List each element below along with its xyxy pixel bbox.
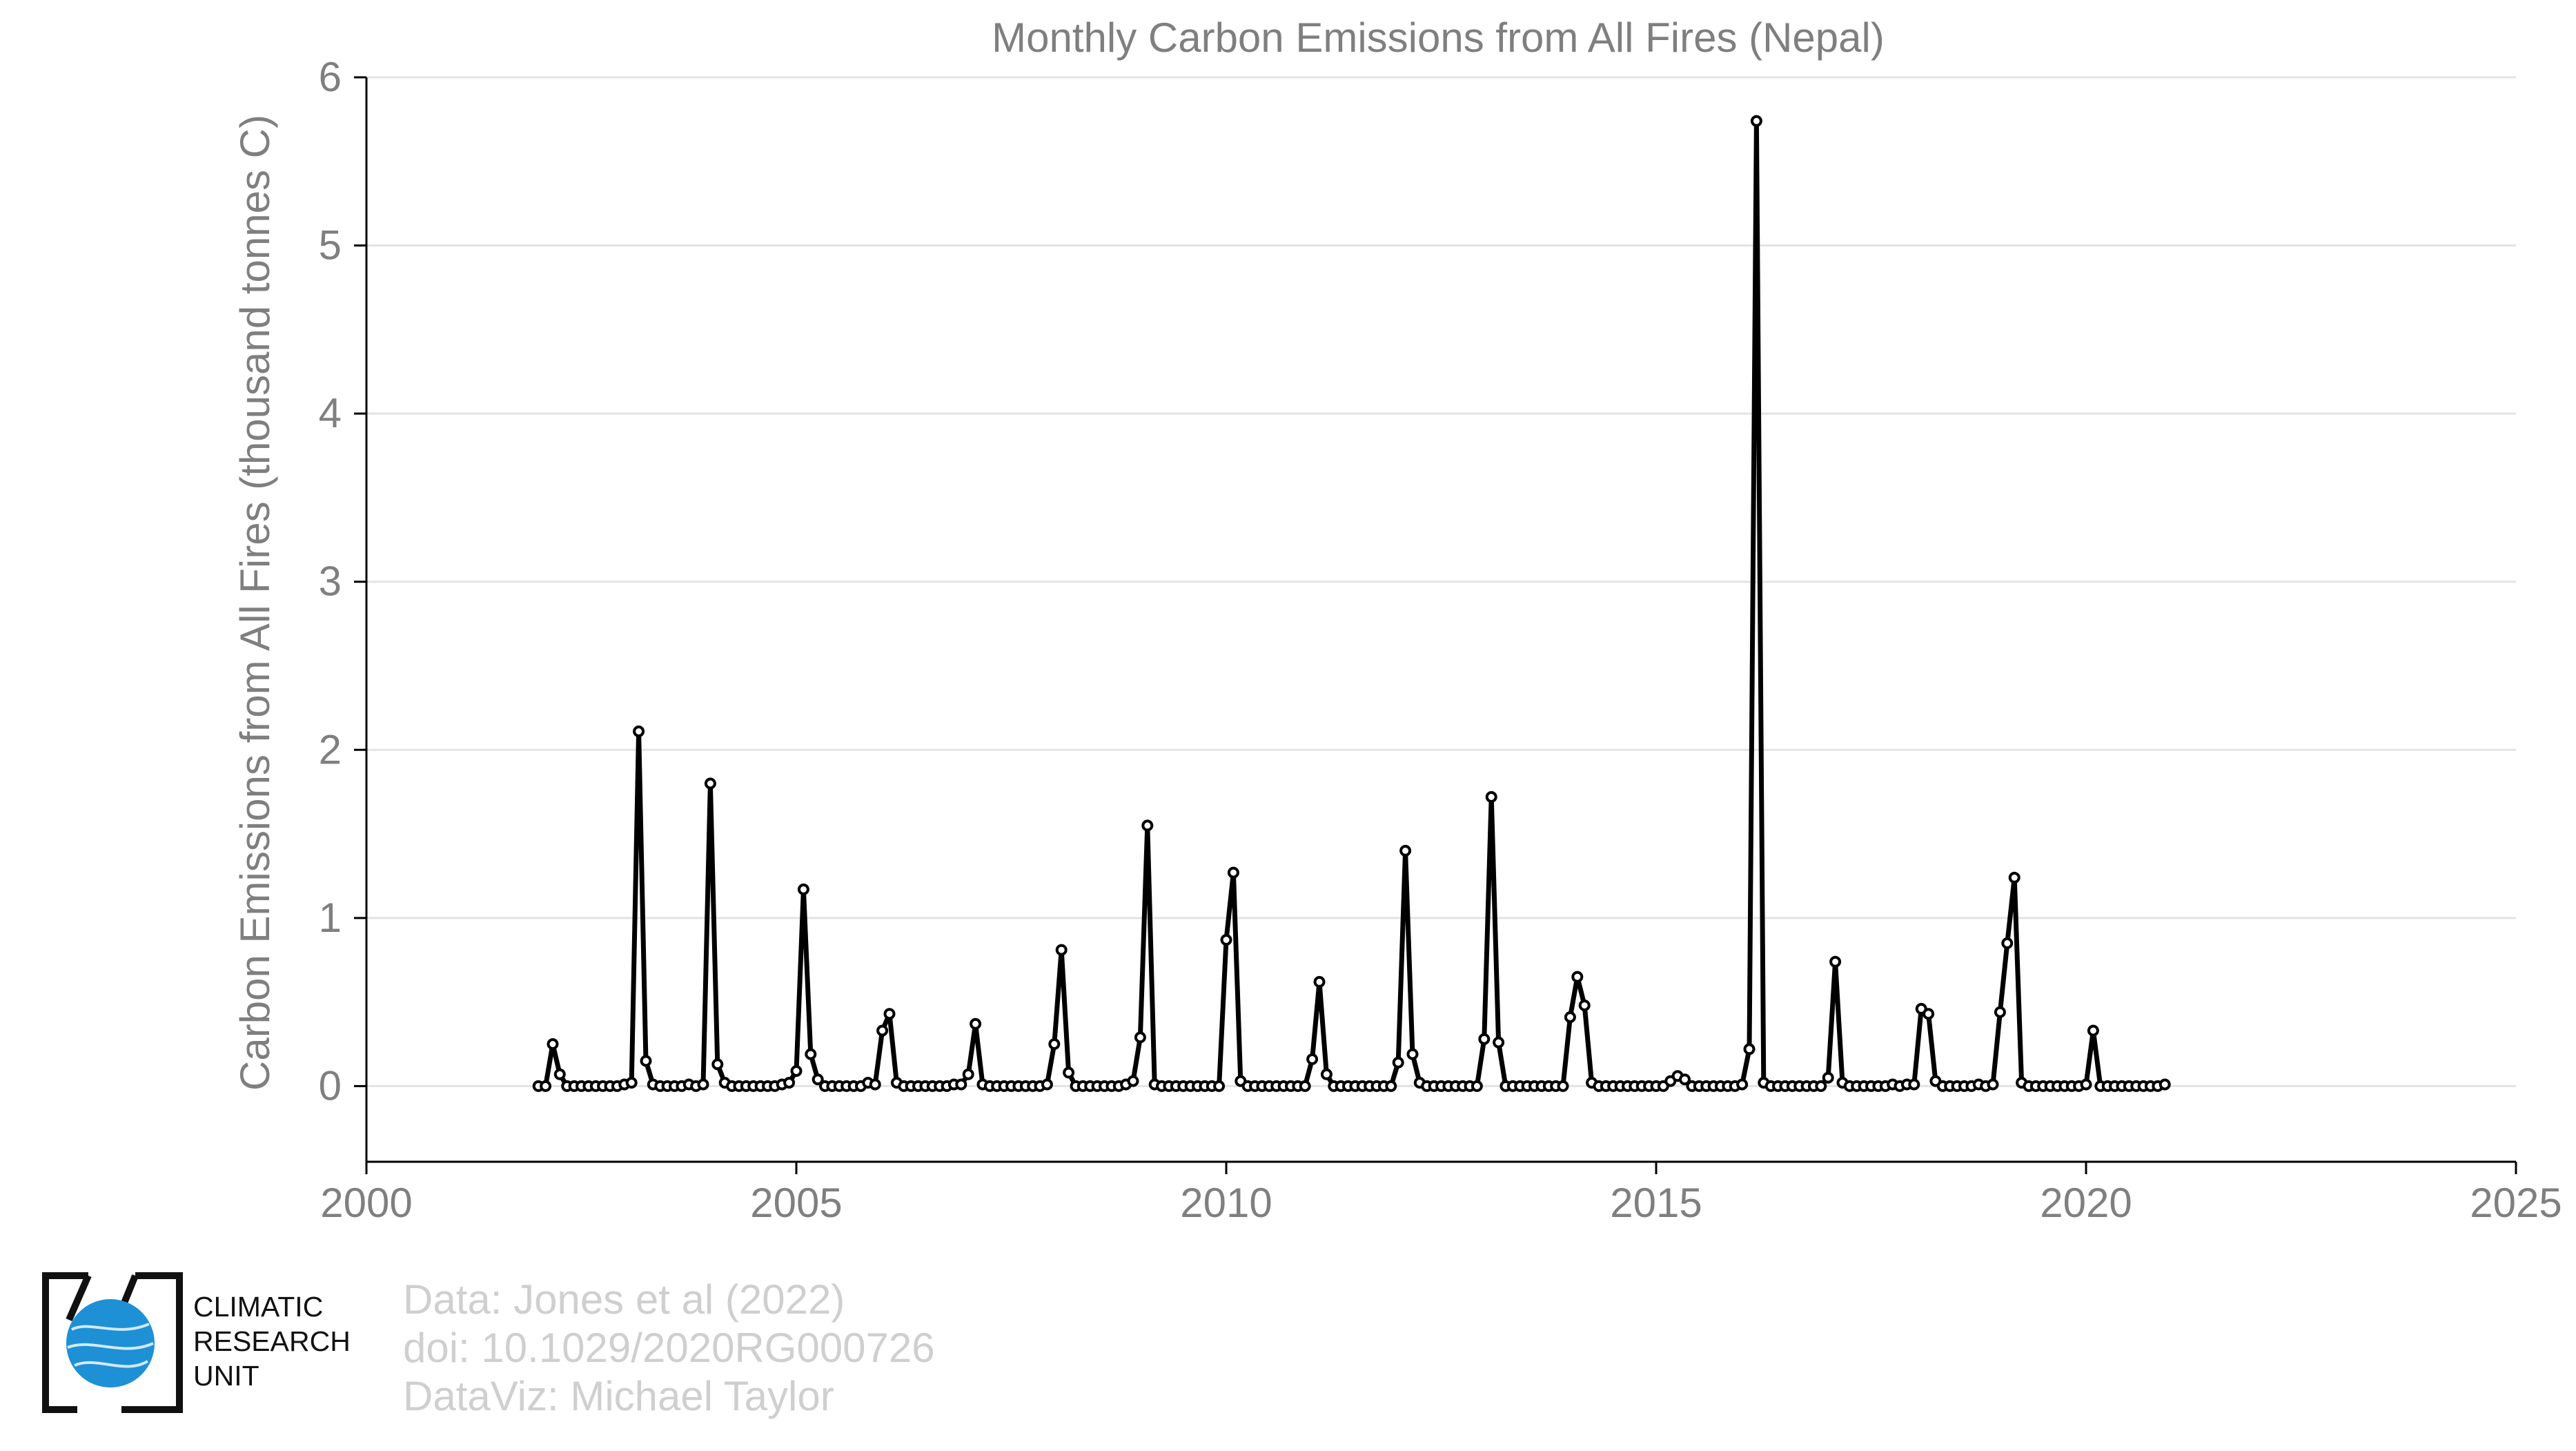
data-point [1306, 1053, 1319, 1065]
data-point [1994, 1006, 2006, 1018]
data-point [790, 1065, 803, 1077]
data-point [1829, 955, 1842, 968]
series-group [532, 115, 2171, 1092]
globe-swirl-1 [71, 1323, 150, 1331]
data-point [1557, 1080, 1569, 1092]
data-point [1313, 975, 1326, 988]
globe-swirl-2 [67, 1342, 154, 1350]
y-axis-title: Carbon Emissions from All Fires (thousan… [232, 115, 278, 1091]
logo-line-1: CLIMATIC [193, 1291, 324, 1323]
globe-icon [66, 1299, 155, 1387]
data-point [1822, 1071, 1834, 1084]
data-point [711, 1058, 724, 1071]
data-point [1213, 1080, 1226, 1092]
logo-slash-top [66, 1274, 92, 1322]
data-point [1471, 1080, 1483, 1092]
globe-swirl-3 [74, 1360, 149, 1368]
data-point [876, 1024, 889, 1037]
credit-doi: doi: 10.1029/2020RG000726 [403, 1325, 935, 1371]
data-point [2008, 871, 2021, 884]
chart: Monthly Carbon Emissions from All Fires … [232, 14, 2562, 1226]
data-point [1750, 115, 1762, 127]
data-point [547, 1038, 559, 1050]
gridlines [366, 76, 2516, 1087]
data-point [1743, 1043, 1756, 1055]
data-point [955, 1078, 967, 1091]
data-point [1564, 1011, 1576, 1023]
data-point [1134, 1031, 1146, 1044]
logo-frame-left [42, 1272, 88, 1413]
data-point [625, 1077, 638, 1089]
credit-dataviz: DataViz: Michael Taylor [403, 1373, 834, 1419]
data-point [1478, 1033, 1491, 1045]
data-point [1578, 1000, 1591, 1011]
data-point [1063, 1067, 1075, 1079]
x-tick-label: 2015 [1610, 1180, 1702, 1226]
data-point [553, 1068, 566, 1080]
data-point [1736, 1078, 1749, 1091]
data-point [1406, 1048, 1419, 1060]
data-point [1048, 1038, 1061, 1050]
data-point [805, 1048, 817, 1060]
data-point [1299, 1080, 1311, 1092]
logo-frame-right [121, 1272, 183, 1413]
x-tick-label: 2010 [1180, 1180, 1272, 1226]
data-point [1485, 791, 1497, 803]
data-point [640, 1055, 652, 1067]
y-axis: 0 1 2 3 4 5 6 [319, 54, 368, 1162]
y-tick-label: 0 [319, 1062, 342, 1109]
y-tick-label: 5 [319, 222, 342, 269]
data-point [1055, 944, 1068, 956]
data-point [1908, 1078, 1920, 1091]
data-point [1815, 1080, 1827, 1092]
data-point [704, 777, 716, 790]
data-point [1320, 1068, 1333, 1080]
data-point [1679, 1073, 1691, 1086]
y-tick-label: 4 [319, 390, 342, 436]
data-point [2159, 1078, 2171, 1091]
data-point [2080, 1078, 2092, 1091]
logo-line-3: UNIT [193, 1360, 259, 1392]
data-point [797, 883, 809, 895]
data-point [1141, 819, 1154, 832]
data-point [697, 1078, 709, 1091]
series-line [538, 118, 2165, 1089]
logo-text: CLIMATIC RESEARCH UNIT [193, 1289, 351, 1393]
data-point [812, 1073, 824, 1086]
data-point [1127, 1075, 1139, 1087]
data-point [970, 1017, 982, 1030]
data-point [962, 1068, 974, 1080]
data-point [783, 1077, 796, 1089]
data-point [1987, 1078, 1999, 1091]
data-point [1571, 971, 1584, 983]
y-tick-label: 1 [319, 895, 342, 941]
data-point [883, 1008, 896, 1020]
data-point [1041, 1078, 1053, 1091]
data-point [1385, 1080, 1397, 1092]
x-axis: 2000 2005 2010 2015 2020 2025 [320, 1160, 2562, 1226]
data-point [1227, 866, 1239, 879]
y-tick-label: 3 [319, 558, 342, 605]
credits: Data: Jones et al (2022) doi: 10.1029/20… [403, 1276, 935, 1421]
data-point [1399, 844, 1412, 857]
y-tick-label: 2 [319, 726, 342, 772]
x-tick-label: 2005 [750, 1180, 842, 1226]
data-point [1392, 1056, 1404, 1069]
data-point [540, 1080, 552, 1092]
data-point [633, 726, 645, 737]
data-point [2001, 937, 2014, 949]
data-point [1220, 934, 1232, 946]
credit-data-source: Data: Jones et al (2022) [403, 1276, 845, 1323]
x-tick-label: 2025 [2470, 1180, 2562, 1226]
cru-logo [42, 1272, 183, 1413]
x-tick-label: 2020 [2040, 1180, 2132, 1226]
x-tick-label: 2000 [320, 1180, 412, 1226]
chart-title: Monthly Carbon Emissions from All Fires … [992, 14, 1885, 61]
y-tick-label: 6 [319, 54, 342, 100]
logo-line-2: RESEARCH [193, 1325, 351, 1357]
data-point [869, 1078, 881, 1091]
data-point [1923, 1008, 1935, 1020]
data-point [2087, 1024, 2099, 1037]
data-point [1493, 1036, 1505, 1049]
